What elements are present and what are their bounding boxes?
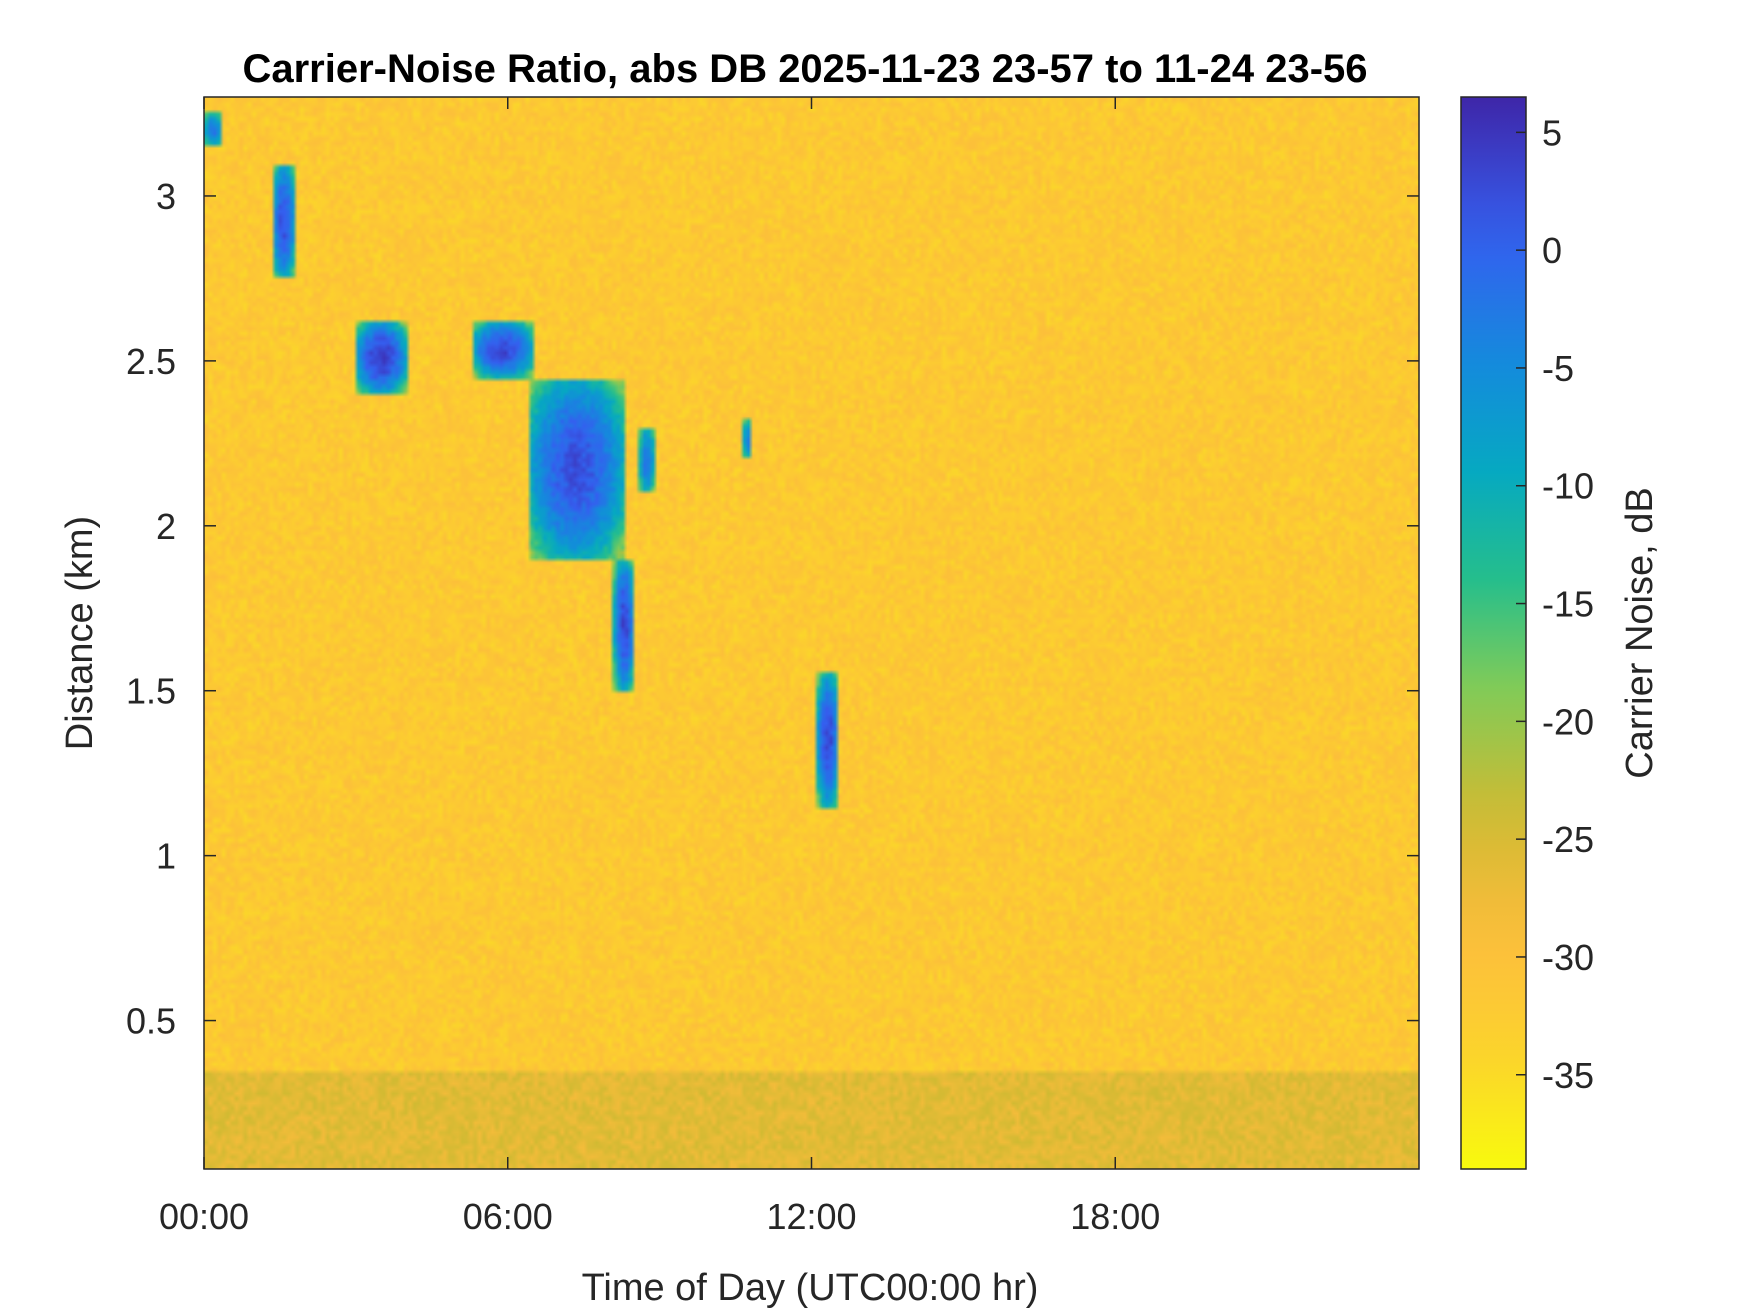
y-tick-label: 0.5 [126,1001,176,1042]
colorbar-tick-label: 0 [1542,230,1562,271]
y-axis-ticks: 0.5 1 1.5 2 2.5 3 [126,176,1419,1042]
x-tick-label: 12:00 [766,1196,856,1237]
y-tick-label: 3 [156,176,176,217]
colorbar: 5 0 -5 -10 -15 -20 -25 -30 -35 [1460,96,1594,1170]
x-tick-label: 06:00 [463,1196,553,1237]
colorbar-tick-label: -20 [1542,701,1594,742]
colorbar-tick-label: -15 [1542,584,1594,625]
y-tick-label: 2.5 [126,341,176,382]
x-tick-label: 18:00 [1070,1196,1160,1237]
x-tick-label: 00:00 [159,1196,249,1237]
colorbar-tick-label: -5 [1542,348,1574,389]
y-axis-label: Distance (km) [59,516,101,750]
chart-title: Carrier-Noise Ratio, abs DB 2025-11-23 2… [242,47,1367,91]
colorbar-tick-label: -25 [1542,819,1594,860]
y-tick-label: 2 [156,506,176,547]
x-axis-label: Time of Day (UTC00:00 hr) [582,1267,1039,1309]
heatmap-image [204,97,1419,1169]
x-axis-ticks: 00:00 06:00 12:00 18:00 [159,97,1160,1237]
y-tick-label: 1.5 [126,671,176,712]
heatmap-plot-area [203,96,1420,1170]
colorbar-ticks: 5 0 -5 -10 -15 -20 -25 -30 -35 [1516,112,1594,1096]
colorbar-tick-label: -35 [1542,1055,1594,1096]
colorbar-tick-label: 5 [1542,112,1562,153]
colorbar-gradient [1460,96,1527,1170]
y-tick-label: 1 [156,836,176,877]
colorbar-label: Carrier Noise, dB [1619,487,1661,778]
colorbar-tick-label: -10 [1542,466,1594,507]
colorbar-tick-label: -30 [1542,937,1594,978]
